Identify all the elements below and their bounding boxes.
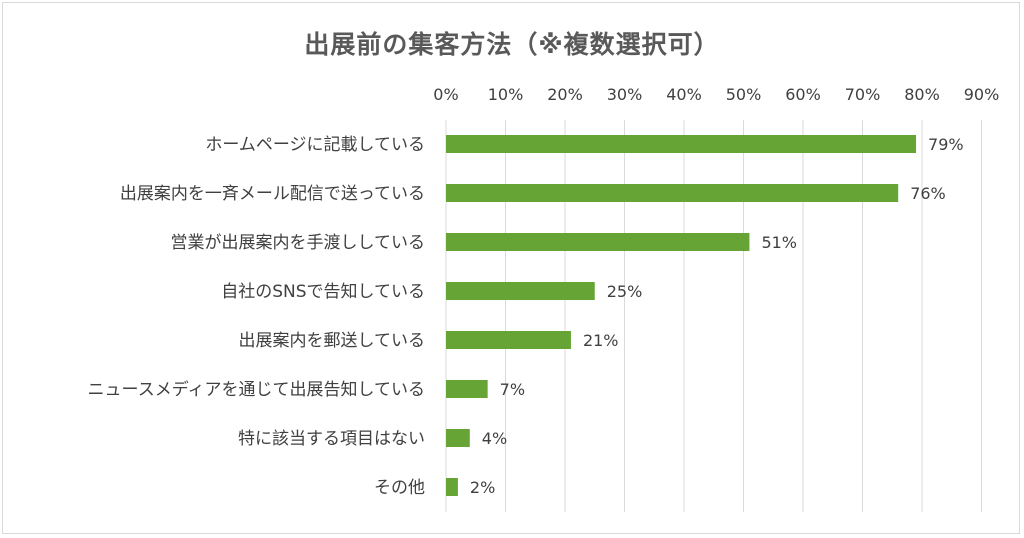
category-label: 特に該当する項目はない <box>238 429 425 449</box>
category-labels: ホームページに記載している出展案内を一斉メール配信で送っている営業が出展案内を手… <box>88 135 425 498</box>
category-label: 営業が出展案内を手渡ししている <box>171 233 426 253</box>
bar <box>446 184 899 202</box>
bar <box>446 233 750 251</box>
x-tick-label: 20% <box>547 85 583 104</box>
x-tick-label: 0% <box>433 85 458 104</box>
x-tick-label: 40% <box>666 85 702 104</box>
bars <box>446 135 917 496</box>
data-label: 2% <box>470 478 495 497</box>
chart-title: 出展前の集客方法（※複数選択可） <box>304 30 720 59</box>
x-tick-label: 90% <box>964 85 1000 104</box>
data-label: 51% <box>761 233 797 252</box>
data-label: 76% <box>910 184 946 203</box>
bar <box>446 429 470 447</box>
x-axis-tick-labels: 0% 10% 20% 30% 40% 50% 60% 70% 80% 90% <box>433 85 999 104</box>
category-label: ホームページに記載している <box>205 135 425 155</box>
data-label: 7% <box>500 380 525 399</box>
data-label: 79% <box>928 135 964 154</box>
bar <box>446 478 458 496</box>
x-tick-label: 30% <box>607 85 643 104</box>
bar <box>446 380 488 398</box>
bar <box>446 331 571 349</box>
x-tick-label: 80% <box>904 85 940 104</box>
x-tick-label: 50% <box>726 85 762 104</box>
data-label: 21% <box>583 331 619 350</box>
data-label: 25% <box>607 282 643 301</box>
x-tick-label: 60% <box>785 85 821 104</box>
category-label: その他 <box>374 478 425 498</box>
data-label: 4% <box>482 429 507 448</box>
category-label: 出展案内を郵送している <box>239 331 426 351</box>
category-label: 自社のSNSで告知している <box>221 282 425 302</box>
gridlines <box>445 120 982 512</box>
x-tick-label: 10% <box>488 85 524 104</box>
category-label: ニュースメディアを通じて出展告知している <box>88 379 425 400</box>
data-labels: 79% 76% 51% 25% 21% 7% 4% 2% <box>470 135 964 497</box>
bar <box>446 135 917 153</box>
x-tick-label: 70% <box>845 85 881 104</box>
category-label: 出展案内を一斉メール配信で送っている <box>120 184 425 204</box>
bar <box>446 282 595 300</box>
